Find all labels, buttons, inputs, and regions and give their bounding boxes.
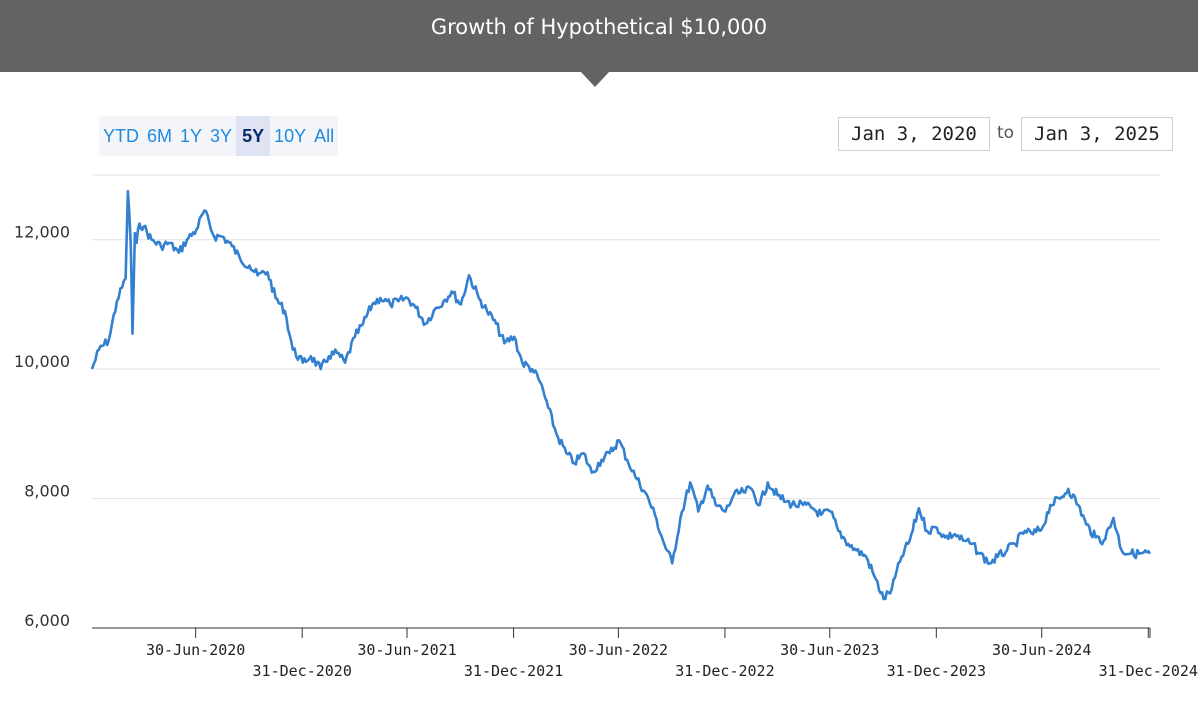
date-from-input[interactable]: Jan 3, 2020 (838, 117, 990, 151)
x-tick-label: 30-Jun-2024 (992, 641, 1091, 659)
y-tick-label: 8,000 (24, 482, 70, 501)
x-tick-label: 31-Dec-2020 (253, 662, 352, 680)
x-tick-label: 30-Jun-2020 (146, 641, 245, 659)
y-tick-label: 12,000 (14, 223, 70, 242)
x-tick-label: 30-Jun-2021 (357, 641, 456, 659)
range-button-ytd[interactable]: YTD (103, 126, 139, 146)
grid-lines (92, 239, 1160, 500)
x-axis: 30-Jun-2020 31-Dec-2020 30-Jun-2021 31-Dec-… (92, 627, 1198, 680)
x-tick-label: 30-Jun-2022 (569, 641, 668, 659)
range-button-10y[interactable]: 10Y (274, 126, 307, 146)
chart-header-bar: Growth of Hypothetical $10,000 (0, 0, 1198, 72)
y-axis-ticks: 6,000 8,000 10,000 12,000 (14, 223, 70, 630)
date-to-label: to (997, 123, 1015, 143)
range-button-5y[interactable]: 5Y (236, 116, 271, 156)
x-tick-label: 30-Jun-2023 (780, 641, 879, 659)
series-line (90, 189, 1152, 601)
y-tick-label: 6,000 (24, 611, 70, 630)
x-tick-label: 31-Dec-2022 (675, 662, 774, 680)
header-caret-decoration (581, 72, 609, 87)
range-button-6m[interactable]: 6M (147, 126, 173, 146)
chart-title: Growth of Hypothetical $10,000 (430, 15, 768, 39)
x-tick-label: 31-Dec-2021 (464, 662, 563, 680)
date-to-input[interactable]: Jan 3, 2025 (1021, 117, 1173, 151)
series-line-group (90, 189, 1152, 601)
range-selector: YTD 6M 1Y 3Y 5Y 10Y All (99, 116, 339, 156)
y-tick-label: 10,000 (14, 352, 70, 371)
x-tick-label: 31-Dec-2023 (887, 662, 986, 680)
range-button-3y[interactable]: 3Y (210, 126, 233, 146)
x-tick-label: 31-Dec-2024 (1099, 662, 1198, 680)
range-button-1y[interactable]: 1Y (180, 126, 203, 146)
range-button-all[interactable]: All (314, 126, 335, 146)
